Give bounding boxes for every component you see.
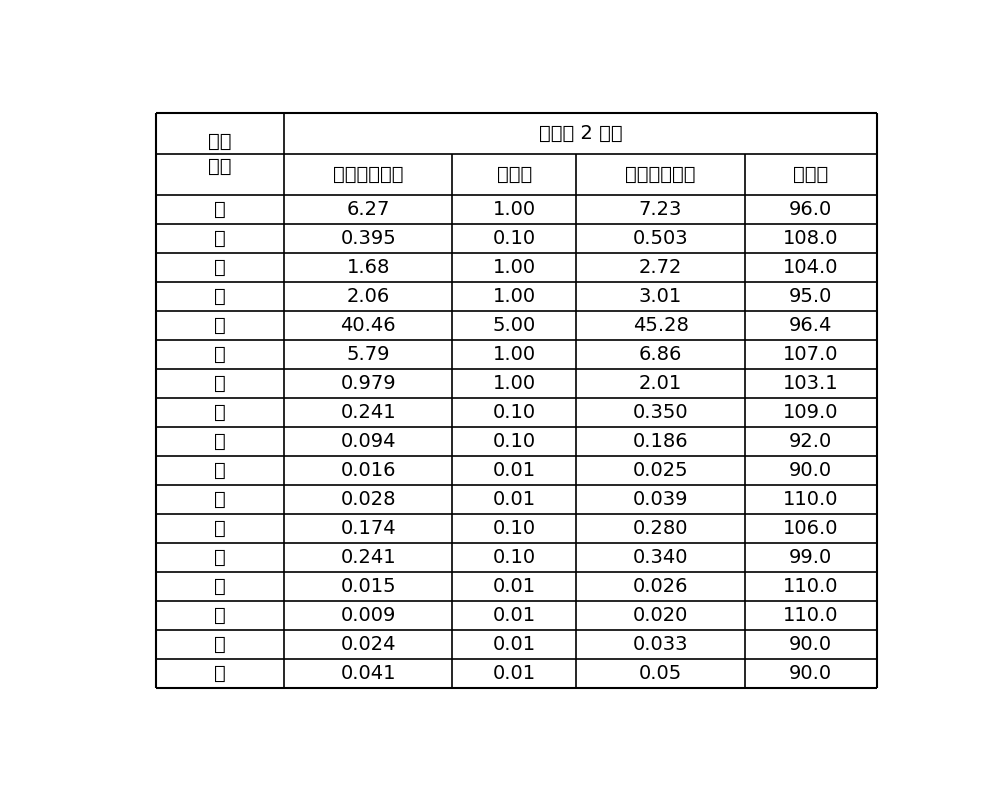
Text: 磷: 磷 bbox=[214, 664, 226, 683]
Text: 铬: 铬 bbox=[214, 403, 226, 422]
Text: 0.015: 0.015 bbox=[340, 577, 396, 597]
Text: 0.009: 0.009 bbox=[341, 606, 396, 625]
Text: 0.350: 0.350 bbox=[633, 403, 688, 422]
Text: 103.1: 103.1 bbox=[783, 374, 838, 394]
Text: 镁: 镁 bbox=[214, 258, 226, 277]
Text: 0.01: 0.01 bbox=[493, 461, 536, 480]
Text: 0.174: 0.174 bbox=[340, 519, 396, 538]
Text: 3.01: 3.01 bbox=[639, 287, 682, 306]
Text: 镍: 镍 bbox=[214, 432, 226, 451]
Text: 7.23: 7.23 bbox=[639, 200, 682, 219]
Text: 92.0: 92.0 bbox=[789, 432, 832, 451]
Text: 2.06: 2.06 bbox=[347, 287, 390, 306]
Text: 1.00: 1.00 bbox=[493, 345, 536, 364]
Text: 钼: 钼 bbox=[214, 606, 226, 625]
Text: 铜: 铜 bbox=[214, 549, 226, 567]
Text: 锰: 锰 bbox=[214, 345, 226, 364]
Text: 加标前测定值: 加标前测定值 bbox=[333, 165, 403, 184]
Text: 2.72: 2.72 bbox=[639, 258, 682, 277]
Text: 0.01: 0.01 bbox=[493, 490, 536, 509]
Text: 钒: 钒 bbox=[214, 490, 226, 509]
Text: 0.01: 0.01 bbox=[493, 577, 536, 597]
Text: 95.0: 95.0 bbox=[789, 287, 832, 306]
Text: 钾: 钾 bbox=[214, 229, 226, 248]
Text: 2.01: 2.01 bbox=[639, 374, 682, 394]
Text: 40.46: 40.46 bbox=[340, 316, 396, 335]
Text: 104.0: 104.0 bbox=[783, 258, 838, 277]
Text: 5.00: 5.00 bbox=[493, 316, 536, 335]
Text: 0.01: 0.01 bbox=[493, 635, 536, 654]
Text: 加标量: 加标量 bbox=[497, 165, 532, 184]
Text: 0.10: 0.10 bbox=[493, 519, 536, 538]
Text: 90.0: 90.0 bbox=[789, 635, 832, 654]
Text: 1.00: 1.00 bbox=[493, 374, 536, 394]
Text: 110.0: 110.0 bbox=[783, 577, 838, 597]
Text: 106.0: 106.0 bbox=[783, 519, 838, 538]
Text: 0.026: 0.026 bbox=[633, 577, 688, 597]
Text: 铅: 铅 bbox=[214, 374, 226, 394]
Text: 0.01: 0.01 bbox=[493, 664, 536, 683]
Text: 109.0: 109.0 bbox=[783, 403, 838, 422]
Text: 钛: 钛 bbox=[214, 519, 226, 538]
Text: 0.10: 0.10 bbox=[493, 549, 536, 567]
Text: 6.86: 6.86 bbox=[639, 345, 682, 364]
Text: 45.28: 45.28 bbox=[633, 316, 688, 335]
Text: 0.016: 0.016 bbox=[340, 461, 396, 480]
Text: 108.0: 108.0 bbox=[783, 229, 838, 248]
Text: 0.05: 0.05 bbox=[639, 664, 682, 683]
Text: 0.241: 0.241 bbox=[340, 403, 396, 422]
Text: 0.395: 0.395 bbox=[340, 229, 396, 248]
Text: 砷: 砷 bbox=[214, 461, 226, 480]
Text: 0.503: 0.503 bbox=[633, 229, 688, 248]
Text: 实施例 2 样品: 实施例 2 样品 bbox=[539, 124, 622, 142]
Text: 0.10: 0.10 bbox=[493, 229, 536, 248]
Text: 1.00: 1.00 bbox=[493, 287, 536, 306]
Text: 0.041: 0.041 bbox=[340, 664, 396, 683]
Text: 0.094: 0.094 bbox=[340, 432, 396, 451]
Text: 0.025: 0.025 bbox=[633, 461, 688, 480]
Text: 0.020: 0.020 bbox=[633, 606, 688, 625]
Text: 99.0: 99.0 bbox=[789, 549, 832, 567]
Text: 0.280: 0.280 bbox=[633, 519, 688, 538]
Text: 6.27: 6.27 bbox=[347, 200, 390, 219]
Text: 元素
成分: 元素 成分 bbox=[208, 132, 232, 176]
Text: 1.00: 1.00 bbox=[493, 258, 536, 277]
Text: 0.979: 0.979 bbox=[340, 374, 396, 394]
Text: 0.10: 0.10 bbox=[493, 403, 536, 422]
Text: 0.028: 0.028 bbox=[340, 490, 396, 509]
Text: 90.0: 90.0 bbox=[789, 461, 832, 480]
Text: 钴: 钴 bbox=[214, 577, 226, 597]
Text: 90.0: 90.0 bbox=[789, 664, 832, 683]
Text: 0.033: 0.033 bbox=[633, 635, 688, 654]
Text: 0.039: 0.039 bbox=[633, 490, 688, 509]
Text: 110.0: 110.0 bbox=[783, 606, 838, 625]
Text: 1.00: 1.00 bbox=[493, 200, 536, 219]
Text: 0.241: 0.241 bbox=[340, 549, 396, 567]
Text: 0.10: 0.10 bbox=[493, 432, 536, 451]
Text: 0.024: 0.024 bbox=[340, 635, 396, 654]
Text: 110.0: 110.0 bbox=[783, 490, 838, 509]
Text: 钠: 钠 bbox=[214, 200, 226, 219]
Text: 107.0: 107.0 bbox=[783, 345, 838, 364]
Text: 铁: 铁 bbox=[214, 316, 226, 335]
Text: 0.186: 0.186 bbox=[633, 432, 688, 451]
Text: 加标后测定值: 加标后测定值 bbox=[625, 165, 696, 184]
Text: 96.4: 96.4 bbox=[789, 316, 832, 335]
Text: 96.0: 96.0 bbox=[789, 200, 832, 219]
Text: 回收率: 回收率 bbox=[793, 165, 828, 184]
Text: 0.340: 0.340 bbox=[633, 549, 688, 567]
Text: 1.68: 1.68 bbox=[347, 258, 390, 277]
Text: 钙: 钙 bbox=[214, 287, 226, 306]
Text: 0.01: 0.01 bbox=[493, 606, 536, 625]
Text: 硅: 硅 bbox=[214, 635, 226, 654]
Text: 5.79: 5.79 bbox=[346, 345, 390, 364]
